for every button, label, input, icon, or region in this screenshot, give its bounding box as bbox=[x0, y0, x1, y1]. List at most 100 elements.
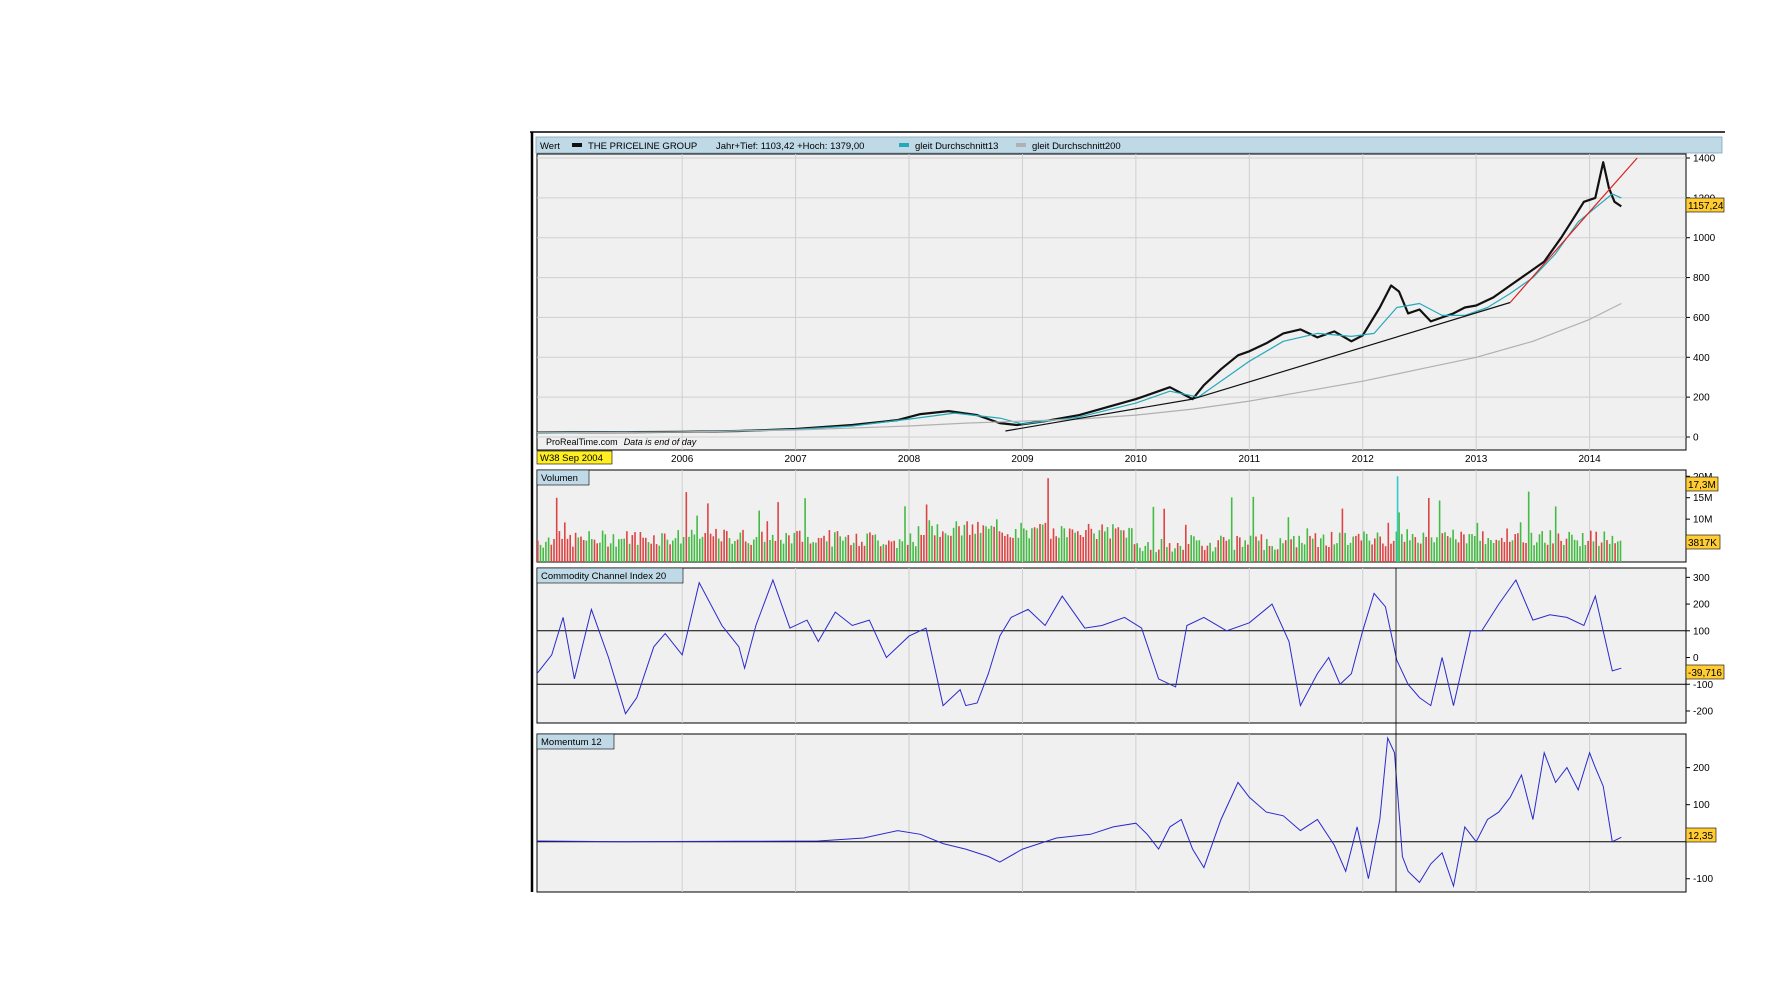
volume-bar bbox=[890, 541, 893, 562]
volume-y-tick-label: 15M bbox=[1693, 493, 1712, 504]
volume-bar bbox=[1568, 531, 1570, 562]
volume-bar bbox=[896, 548, 898, 562]
volume-bar bbox=[1311, 538, 1314, 562]
momentum-line bbox=[536, 736, 1622, 889]
volume-bar bbox=[623, 538, 625, 562]
volume-bar bbox=[669, 544, 671, 562]
momentum-y-tick-label: 100 bbox=[1693, 800, 1710, 811]
volume-bar bbox=[1444, 532, 1446, 562]
volume-bar bbox=[812, 542, 814, 562]
volume-bar bbox=[936, 524, 939, 562]
volume-bar bbox=[1546, 544, 1549, 562]
volume-bar bbox=[1498, 540, 1500, 562]
volume-bar bbox=[701, 536, 704, 562]
volume-value-box-2 bbox=[1685, 534, 1721, 550]
volume-bar bbox=[939, 536, 941, 562]
volume-bar bbox=[1360, 540, 1363, 562]
price-y-tick-label: 200 bbox=[1693, 393, 1710, 404]
volume-bar bbox=[1428, 498, 1430, 562]
volume-bar bbox=[1590, 530, 1592, 562]
volume-bar bbox=[1039, 524, 1041, 562]
volume-bar bbox=[1282, 543, 1284, 562]
volume-bar bbox=[1079, 535, 1082, 562]
price-y-tick-label: 400 bbox=[1693, 353, 1710, 364]
volume-bar bbox=[966, 521, 968, 562]
series-line-gleit-durchschnitt13 bbox=[536, 193, 1622, 434]
volume-bar bbox=[1325, 545, 1327, 562]
volume-bar bbox=[1095, 539, 1098, 562]
volume-bar bbox=[1233, 549, 1236, 562]
volume-bar bbox=[912, 541, 914, 562]
volume-bar bbox=[1257, 540, 1260, 562]
momentum-last-value-box bbox=[1685, 827, 1717, 843]
volume-bar bbox=[1136, 543, 1138, 562]
volume-bar bbox=[847, 535, 850, 562]
momentum-series-group bbox=[536, 736, 1622, 889]
volume-bar bbox=[1060, 526, 1063, 562]
volume-bar bbox=[1314, 533, 1317, 562]
volume-bar bbox=[1160, 539, 1163, 562]
volume-bar bbox=[750, 544, 752, 562]
volume-bar bbox=[1298, 535, 1300, 562]
volume-bar bbox=[604, 534, 607, 562]
volume-bar bbox=[704, 533, 706, 562]
volume-bar bbox=[763, 541, 766, 562]
price-y-tick-label: 1400 bbox=[1693, 154, 1716, 165]
volume-bar bbox=[1190, 535, 1192, 562]
volume-bar bbox=[1193, 536, 1195, 562]
volume-bar bbox=[1579, 546, 1581, 562]
volume-bar bbox=[1352, 536, 1354, 562]
volume-bar bbox=[537, 540, 539, 562]
volume-bar bbox=[558, 531, 561, 562]
volume-bar bbox=[1530, 532, 1533, 562]
volume-bar bbox=[1179, 545, 1182, 562]
volume-bar bbox=[753, 539, 755, 562]
volume-title: Volumen bbox=[541, 473, 578, 484]
volume-bar bbox=[1139, 547, 1141, 562]
volume-bar bbox=[1549, 530, 1552, 562]
volume-bar bbox=[1330, 531, 1333, 562]
volume-bar bbox=[1131, 528, 1133, 562]
volume-bar bbox=[1036, 528, 1039, 562]
volume-bar bbox=[1403, 541, 1406, 562]
volume-bar bbox=[1382, 543, 1384, 562]
volume-bar bbox=[993, 526, 995, 562]
volume-bar bbox=[1525, 543, 1527, 562]
series-line-gleit-durchschnitt200 bbox=[536, 302, 1622, 434]
volume-bar-spike bbox=[1396, 476, 1399, 562]
volume-bar bbox=[709, 533, 712, 562]
volume-bar bbox=[1017, 537, 1020, 562]
volume-bar bbox=[958, 526, 960, 562]
volume-bar bbox=[607, 546, 609, 562]
volume-bar bbox=[1490, 540, 1492, 562]
legend-label-ma13: gleit Durchschnitt13 bbox=[915, 141, 998, 152]
volume-bar bbox=[1295, 547, 1298, 562]
volume-bar bbox=[731, 543, 733, 562]
volume-y-tick-label: 10M bbox=[1693, 515, 1712, 526]
volume-bar bbox=[996, 519, 998, 562]
volume-bar bbox=[1544, 542, 1546, 562]
volume-bar bbox=[1106, 527, 1109, 562]
volume-bar bbox=[1425, 536, 1427, 562]
price-y-tick-label: 600 bbox=[1693, 313, 1710, 324]
volume-bar bbox=[979, 532, 982, 562]
volume-bar bbox=[1395, 531, 1398, 562]
volume-bar bbox=[661, 533, 663, 562]
volume-bar bbox=[720, 541, 723, 562]
volume-bar bbox=[1149, 549, 1152, 562]
volume-bar bbox=[901, 541, 904, 562]
legend-label-ma200: gleit Durchschnitt200 bbox=[1032, 141, 1121, 152]
volume-bar bbox=[1519, 522, 1522, 562]
volume-bar bbox=[1392, 540, 1395, 562]
volume-bar bbox=[1365, 533, 1368, 562]
volume-bar bbox=[1320, 538, 1322, 562]
volume-bar bbox=[1619, 540, 1622, 562]
volume-bar bbox=[1098, 530, 1101, 562]
volume-bar bbox=[1422, 532, 1425, 562]
volume-bar bbox=[591, 539, 593, 562]
volume-bar bbox=[1152, 506, 1155, 562]
volume-bar bbox=[1517, 533, 1519, 562]
volume-bar bbox=[1044, 522, 1047, 562]
volume-bar bbox=[1584, 545, 1587, 562]
momentum-title-box bbox=[536, 733, 615, 750]
